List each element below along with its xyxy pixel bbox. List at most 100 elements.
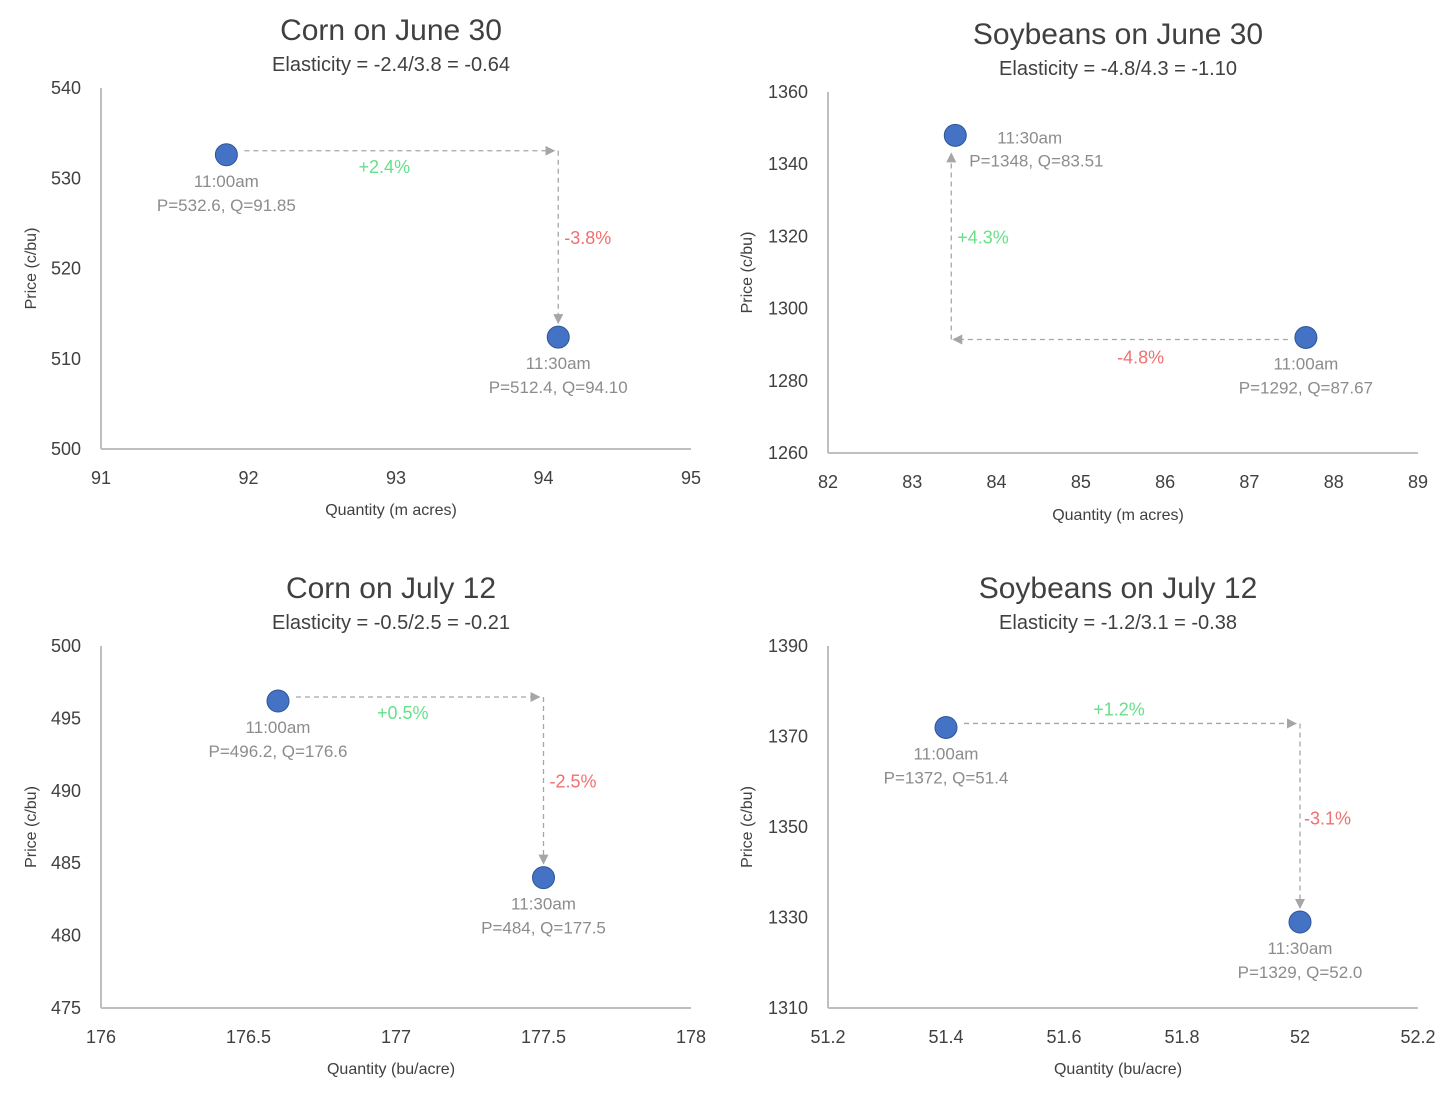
x-axis-label: Quantity (m acres): [325, 502, 457, 519]
y-tick-label: 500: [51, 636, 81, 656]
point-time-label: 11:00am: [246, 718, 311, 737]
y-axis-label: Price (c/bu): [739, 786, 756, 868]
x-tick-label: 82: [818, 472, 838, 492]
point-value-label: P=1292, Q=87.67: [1239, 378, 1373, 397]
price-change-label: -3.8%: [564, 228, 611, 248]
y-tick-label: 475: [51, 998, 81, 1018]
chart-subtitle: Elasticity = -4.8/4.3 = -1.10: [999, 58, 1237, 80]
y-tick-label: 1300: [768, 299, 808, 319]
x-tick-label: 84: [987, 472, 1007, 492]
y-tick-label: 1350: [768, 817, 808, 837]
price-change-label: -2.5%: [550, 771, 597, 791]
quantity-change-label: +2.4%: [359, 157, 411, 177]
quantity-change-label: -4.8%: [1117, 347, 1164, 367]
data-point: [546, 325, 570, 349]
point-value-label: P=484, Q=177.5: [481, 919, 606, 938]
x-tick-label: 51.2: [810, 1027, 845, 1047]
data-point: [1294, 325, 1318, 349]
x-tick-label: 86: [1155, 472, 1175, 492]
x-tick-label: 178: [676, 1027, 706, 1047]
x-tick-label: 176.5: [226, 1027, 271, 1047]
chart-title: Soybeans on July 12: [979, 572, 1258, 605]
y-tick-label: 540: [51, 78, 81, 98]
chart-subtitle: Elasticity = -2.4/3.8 = -0.64: [272, 54, 510, 76]
x-tick-label: 88: [1324, 472, 1344, 492]
point-time-label: 11:30am: [511, 895, 576, 914]
x-axis-label: Quantity (bu/acre): [327, 1061, 455, 1078]
point-time-label: 11:30am: [1268, 939, 1333, 958]
data-point: [266, 689, 290, 713]
point-time-label: 11:30am: [997, 128, 1062, 147]
price-change-label: +4.3%: [957, 227, 1009, 247]
x-tick-label: 94: [533, 468, 553, 488]
quantity-change-label: +0.5%: [377, 703, 429, 723]
y-tick-label: 530: [51, 168, 81, 188]
y-tick-label: 1320: [768, 226, 808, 246]
quantity-change-label: +1.2%: [1093, 699, 1145, 719]
chart-subtitle: Elasticity = -1.2/3.1 = -0.38: [999, 612, 1237, 634]
y-tick-label: 1340: [768, 154, 808, 174]
y-tick-label: 1390: [768, 636, 808, 656]
y-axis-label: Price (c/bu): [739, 232, 756, 314]
point-value-label: P=1329, Q=52.0: [1238, 963, 1363, 982]
data-point: [1288, 910, 1312, 934]
y-tick-label: 480: [51, 926, 81, 946]
data-point: [943, 123, 967, 147]
x-tick-label: 177: [381, 1027, 411, 1047]
y-tick-label: 495: [51, 708, 81, 728]
y-axis-label: Price (c/bu): [23, 228, 40, 310]
chart-title: Corn on June 30: [280, 14, 502, 47]
y-tick-label: 500: [51, 439, 81, 459]
price-change-label: -3.1%: [1304, 809, 1351, 829]
x-tick-label: 51.6: [1046, 1027, 1081, 1047]
y-tick-label: 1370: [768, 727, 808, 747]
y-tick-label: 1330: [768, 908, 808, 928]
x-tick-label: 93: [386, 468, 406, 488]
chart-title: Corn on July 12: [286, 572, 496, 605]
x-tick-label: 176: [86, 1027, 116, 1047]
y-tick-label: 1260: [768, 443, 808, 463]
x-tick-label: 177.5: [521, 1027, 566, 1047]
point-value-label: P=496.2, Q=176.6: [209, 742, 348, 761]
chart-panel-4: Soybeans on July 12 Elasticity = -1.2/3.1…: [739, 572, 1436, 1078]
x-axis-label: Quantity (m acres): [1052, 507, 1184, 524]
y-axis-label: Price (c/bu): [23, 786, 40, 868]
data-point: [214, 143, 238, 167]
x-tick-label: 52: [1290, 1027, 1310, 1047]
data-point: [934, 715, 958, 739]
point-time-label: 11:00am: [1273, 354, 1338, 373]
x-tick-label: 83: [902, 472, 922, 492]
x-tick-label: 91: [91, 468, 111, 488]
point-value-label: P=1372, Q=51.4: [884, 768, 1009, 787]
data-point: [532, 866, 555, 890]
y-tick-label: 1360: [768, 82, 808, 102]
chart-panel-1: Corn on June 30 Elasticity = -2.4/3.8 = -…: [23, 14, 701, 519]
y-tick-label: 1280: [768, 371, 808, 391]
x-axis-label: Quantity (bu/acre): [1054, 1061, 1182, 1078]
x-tick-label: 95: [681, 468, 701, 488]
x-tick-label: 92: [238, 468, 258, 488]
x-tick-label: 85: [1071, 472, 1091, 492]
y-tick-label: 520: [51, 259, 81, 279]
point-value-label: P=1348, Q=83.51: [969, 151, 1103, 170]
x-tick-label: 89: [1408, 472, 1428, 492]
point-time-label: 11:30am: [526, 354, 591, 373]
chart-panel-2: Soybeans on June 30 Elasticity = -4.8/4.3…: [739, 18, 1428, 524]
y-tick-label: 490: [51, 781, 81, 801]
x-tick-label: 87: [1239, 472, 1259, 492]
x-tick-label: 52.2: [1400, 1027, 1435, 1047]
chart-title: Soybeans on June 30: [973, 18, 1263, 51]
y-tick-label: 510: [51, 349, 81, 369]
point-time-label: 11:00am: [194, 172, 259, 191]
point-time-label: 11:00am: [914, 744, 979, 763]
x-tick-label: 51.4: [928, 1027, 963, 1047]
y-tick-label: 1310: [768, 998, 808, 1018]
chart-panel-3: Corn on July 12 Elasticity = -0.5/2.5 = -…: [23, 572, 706, 1078]
y-tick-label: 485: [51, 853, 81, 873]
chart-subtitle: Elasticity = -0.5/2.5 = -0.21: [272, 612, 510, 634]
point-value-label: P=512.4, Q=94.10: [489, 378, 628, 397]
x-tick-label: 51.8: [1164, 1027, 1199, 1047]
point-value-label: P=532.6, Q=91.85: [157, 196, 296, 215]
